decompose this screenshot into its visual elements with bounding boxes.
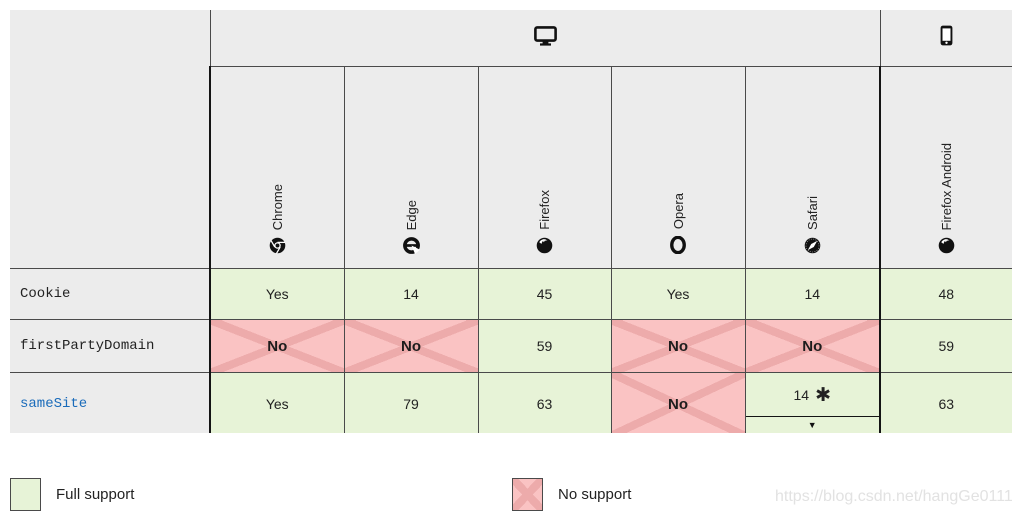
support-cell-firstpartydomain-firefox-android: 59	[879, 319, 1012, 373]
support-cell-cookie-firefox: 45	[477, 268, 612, 320]
browser-header-inner: Safari	[746, 67, 880, 268]
support-cell-with-notes: 14 ✱ ▼	[745, 373, 880, 433]
support-cell-samesite-safari[interactable]: 14 ✱ ▼	[744, 372, 881, 433]
support-value: No	[668, 337, 688, 355]
compat-table-body: Cookie Yes 14 45 Yes 14 48 firstPartyDomain No No…	[10, 268, 1012, 433]
support-value: 48	[938, 286, 955, 302]
feature-cell-firstpartydomain: firstPartyDomain	[10, 319, 211, 373]
browser-compat-table: Chrome Edge Firefox Opera Safari Firefox Andr…	[10, 10, 1012, 433]
feature-label: firstPartyDomain	[20, 338, 155, 354]
header-row-browsers: Chrome Edge Firefox Opera Safari Firefox Andr…	[10, 66, 1012, 269]
support-cell-firstpartydomain-firefox: 59	[477, 319, 612, 373]
triangle-down-icon[interactable]: ▼	[745, 416, 880, 433]
watermark-url: https://blog.csdn.net/hangGe0111	[775, 488, 1013, 505]
full-support-swatch	[10, 478, 41, 511]
desktop-icon	[533, 25, 557, 46]
compat-table-container: Chrome Edge Firefox Opera Safari Firefox Andr…	[10, 10, 1012, 433]
support-value: 63	[536, 396, 553, 412]
safari-icon	[804, 237, 821, 254]
header-row-device-groups	[10, 10, 1012, 269]
legend-item-no-support: No support	[512, 478, 631, 511]
group-header-mobile	[879, 10, 1012, 67]
support-cell-cookie-edge: 14	[343, 268, 479, 320]
feature-cell-cookie: Cookie	[10, 268, 211, 320]
support-value: Yes	[265, 396, 289, 412]
support-value: 14	[793, 386, 810, 403]
mobile-icon	[940, 25, 953, 46]
firefox-icon	[938, 237, 955, 254]
browser-header-inner: Edge	[345, 67, 478, 268]
support-cell-cookie-chrome: Yes	[209, 268, 345, 320]
support-cell-cookie-safari: 14	[744, 268, 881, 320]
support-cell-samesite-opera: No	[610, 372, 746, 433]
legend-item-full-support: Full support	[10, 478, 134, 511]
compat-table-header: Chrome Edge Firefox Opera Safari Firefox Andr…	[10, 10, 1012, 269]
opera-icon	[670, 236, 686, 254]
no-support-label: No support	[558, 486, 632, 503]
support-cell-samesite-firefox-android: 63	[879, 372, 1012, 433]
support-value: 14	[804, 286, 821, 302]
support-value: 14	[403, 286, 419, 302]
browser-header-chrome: Chrome	[209, 66, 345, 269]
feature-label: Cookie	[20, 286, 71, 302]
browser-header-inner: Firefox Android	[881, 67, 1012, 268]
browser-header-edge: Edge	[343, 66, 479, 269]
feature-link[interactable]: sameSite	[20, 396, 88, 412]
support-value: 45	[536, 286, 553, 302]
browser-name-label: Safari	[804, 196, 820, 230]
browser-name-label: Firefox	[537, 190, 552, 230]
legend: Full support No support	[0, 478, 1023, 518]
support-cell-firstpartydomain-chrome: No	[209, 319, 345, 373]
support-cell-firstpartydomain-opera: No	[610, 319, 746, 373]
browser-name-label: Firefox Android	[938, 142, 954, 230]
browser-header-inner: Chrome	[211, 67, 344, 268]
support-value: No	[267, 337, 288, 355]
support-cell-samesite-edge: 79	[343, 372, 479, 433]
browser-header-opera: Opera	[610, 66, 746, 269]
support-cell-firstpartydomain-safari: No	[744, 319, 881, 373]
support-cell-firstpartydomain-edge: No	[343, 319, 479, 373]
browser-header-inner: Opera	[612, 67, 745, 268]
support-value: Yes	[265, 286, 289, 302]
corner-cell	[10, 10, 211, 269]
browser-name-label: Opera	[670, 192, 686, 229]
support-cell-samesite-firefox: 63	[477, 372, 612, 433]
full-support-label: Full support	[56, 486, 135, 503]
no-support-swatch	[512, 478, 543, 511]
browser-name-label: Chrome	[269, 183, 285, 230]
group-header-desktop	[209, 10, 881, 67]
support-value: 79	[403, 396, 419, 412]
firefox-icon	[536, 237, 553, 254]
support-value: 59	[536, 338, 553, 354]
table-row: firstPartyDomain No No 59 No No 59	[10, 319, 1012, 373]
support-cell-cookie-opera: Yes	[610, 268, 746, 320]
browser-header-inner: Firefox	[479, 67, 611, 268]
feature-cell-samesite: sameSite	[10, 372, 211, 433]
browser-header-safari: Safari	[744, 66, 881, 269]
browser-header-firefox: Firefox	[477, 66, 612, 269]
browser-name-label: Edge	[403, 199, 419, 230]
support-value: No	[668, 395, 688, 413]
chrome-icon	[269, 237, 286, 254]
support-cell-cookie-firefox-android: 48	[879, 268, 1012, 320]
table-row: Cookie Yes 14 45 Yes 14 48	[10, 268, 1012, 320]
support-value: Yes	[666, 286, 690, 302]
table-row: sameSite Yes 79 63 No 14 ✱ ▼ 63	[10, 372, 1012, 433]
browser-header-firefox-android: Firefox Android	[879, 66, 1012, 269]
support-value-area: 14 ✱	[793, 384, 832, 406]
support-value: No	[401, 337, 421, 355]
support-cell-samesite-chrome: Yes	[209, 372, 345, 433]
support-value: 63	[938, 396, 955, 412]
edge-icon	[402, 237, 420, 254]
support-value: No	[802, 337, 823, 355]
support-value: 59	[938, 338, 955, 354]
